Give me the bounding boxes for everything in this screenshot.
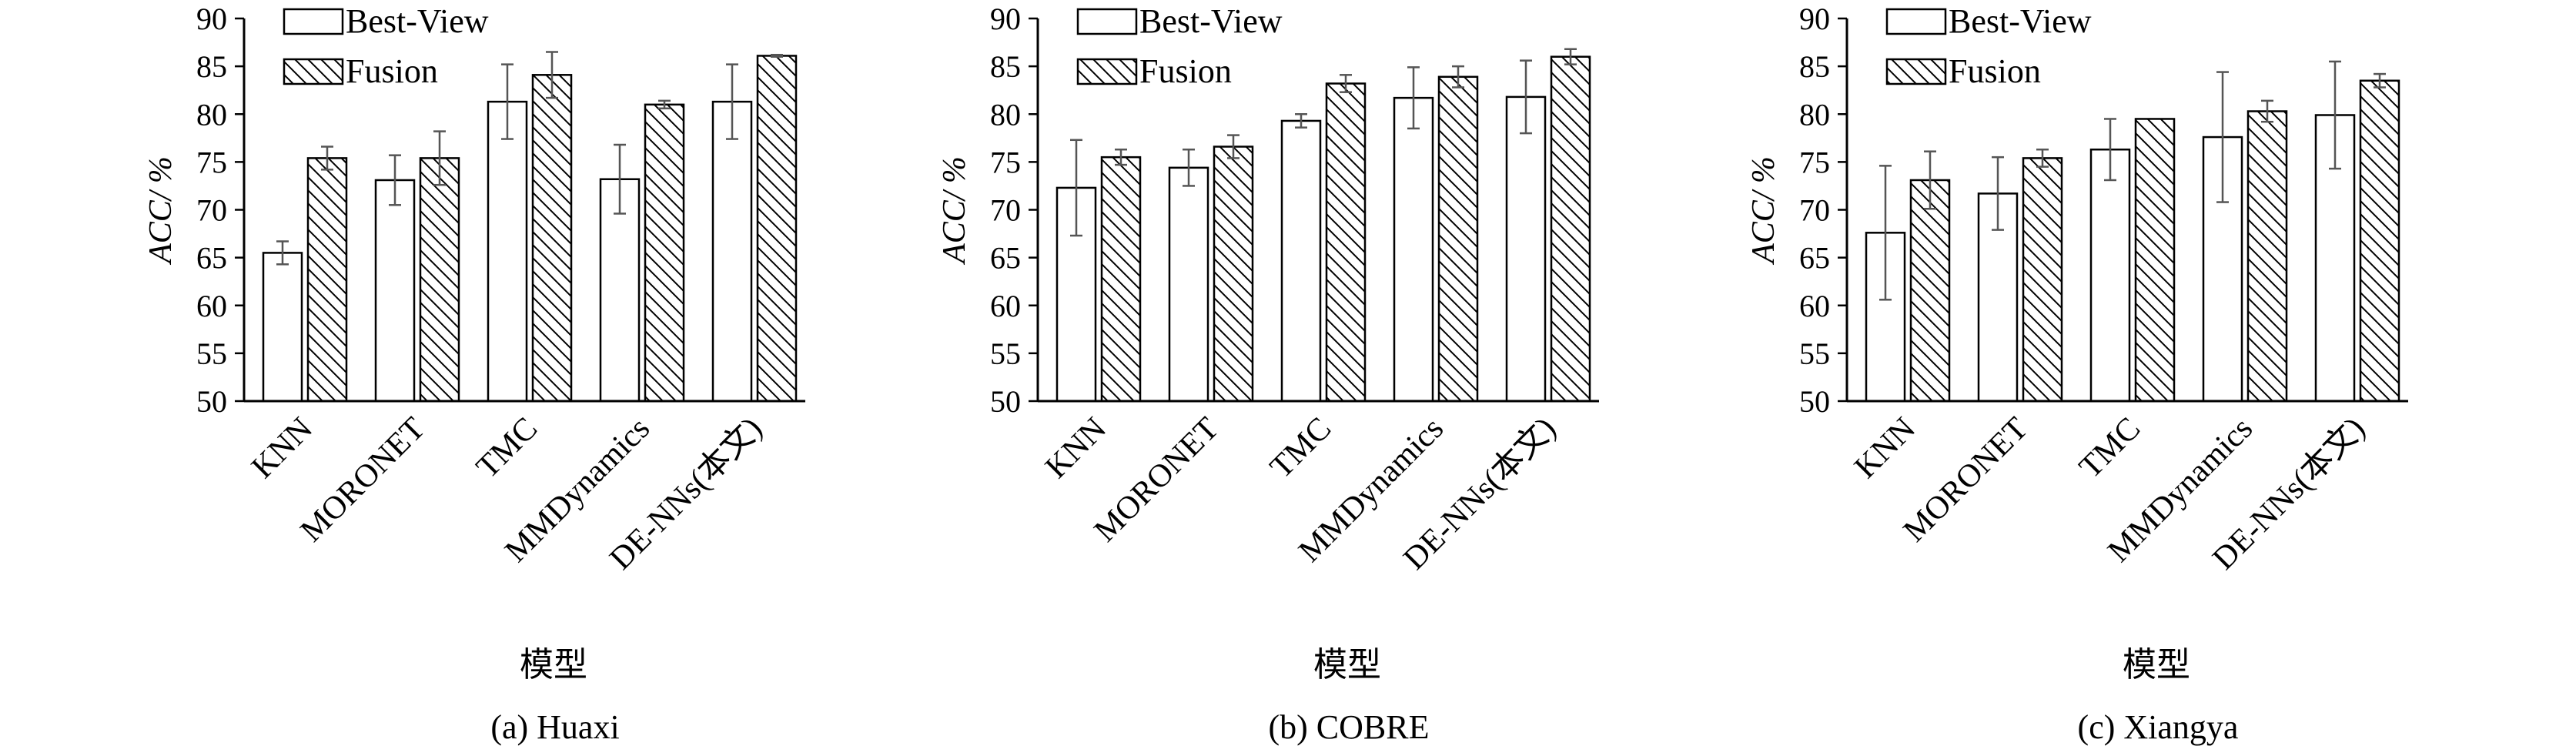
best-view-bar <box>599 178 641 403</box>
fusion-bar <box>2246 110 2288 403</box>
y-tick-label: 85 <box>196 49 227 84</box>
y-tick-label: 50 <box>990 384 1021 419</box>
y-tick-label: 60 <box>1799 289 1830 323</box>
best-view-bar <box>1393 96 1434 403</box>
y-axis-title: ACC/ % <box>143 156 179 266</box>
legend-label: Fusion <box>346 52 438 90</box>
legend-label: Best-View <box>1949 2 2092 40</box>
x-axis-title: 模型 <box>1313 646 1381 684</box>
y-tick-label: 60 <box>196 289 227 323</box>
legend-swatch <box>283 8 344 35</box>
y-tick-label: 80 <box>990 97 1021 132</box>
y-tick-label: 90 <box>196 2 227 36</box>
y-tick-label: 70 <box>196 193 227 228</box>
best-view-bar <box>1168 166 1209 403</box>
category-label: KNN <box>1039 411 1113 486</box>
category-label: KNN <box>245 411 319 486</box>
fusion-bar <box>2022 157 2063 403</box>
legend-label: Fusion <box>1139 52 1232 90</box>
category-label: TMC <box>470 411 544 486</box>
legend-swatch <box>1885 58 1947 85</box>
y-tick-label: 75 <box>990 145 1021 179</box>
y-tick-label: 90 <box>1799 2 1830 36</box>
fusion-bar <box>1213 146 1254 403</box>
best-view-bar <box>374 179 416 403</box>
fusion-bar <box>2359 79 2400 403</box>
fusion-bar <box>1437 75 1479 403</box>
best-view-bar <box>262 252 303 403</box>
fusion-bar <box>1100 156 1142 403</box>
fusion-bar <box>419 157 460 403</box>
fusion-bar <box>756 55 798 403</box>
y-tick-label: 85 <box>1799 49 1830 84</box>
y-tick-label: 75 <box>1799 145 1830 179</box>
category-label: TMC <box>1263 411 1338 486</box>
y-tick-label: 50 <box>196 384 227 419</box>
legend-label: Fusion <box>1949 52 2041 90</box>
y-tick-label: 65 <box>990 241 1021 276</box>
legend-swatch <box>1885 8 1947 35</box>
legend-swatch <box>283 58 344 85</box>
y-tick-label: 55 <box>1799 336 1830 371</box>
y-tick-label: 65 <box>196 241 227 276</box>
y-tick-label: 70 <box>1799 193 1830 228</box>
fusion-bar <box>306 157 348 403</box>
fusion-bar <box>2134 118 2176 403</box>
y-tick-label: 65 <box>1799 241 1830 276</box>
fusion-bar <box>1909 179 1951 403</box>
best-view-bar <box>711 100 753 403</box>
fusion-bar <box>531 74 573 403</box>
y-tick-label: 55 <box>990 336 1021 371</box>
category-label: TMC <box>2073 411 2147 486</box>
panel-caption: (b) COBRE <box>1269 708 1430 746</box>
legend-swatch <box>1076 58 1138 85</box>
y-tick-label: 75 <box>196 145 227 179</box>
category-label: KNN <box>1848 411 1922 486</box>
x-axis-title: 模型 <box>2123 646 2190 684</box>
legend-label: Best-View <box>1139 2 1283 40</box>
y-tick-label: 80 <box>196 97 227 132</box>
fusion-bar <box>644 103 685 403</box>
y-tick-label: 85 <box>990 49 1021 84</box>
best-view-bar <box>487 100 528 403</box>
best-view-bar <box>1505 95 1547 403</box>
y-tick-label: 90 <box>990 2 1021 36</box>
legend-label: Best-View <box>346 2 489 40</box>
fusion-bar <box>1325 82 1367 403</box>
panel-caption: (c) Xiangya <box>2078 708 2239 746</box>
best-view-bar <box>1280 119 1322 403</box>
y-tick-label: 60 <box>990 289 1021 323</box>
y-axis-title: ACC/ % <box>937 156 972 266</box>
x-axis-title: 模型 <box>520 646 587 684</box>
y-tick-label: 80 <box>1799 97 1830 132</box>
y-axis-title: ACC/ % <box>1746 156 1781 266</box>
panel-caption: (a) Huaxi <box>490 708 619 746</box>
legend-swatch <box>1076 8 1138 35</box>
y-tick-label: 50 <box>1799 384 1830 419</box>
best-view-bar <box>2089 148 2131 403</box>
fusion-bar <box>1550 55 1591 403</box>
y-tick-label: 70 <box>990 193 1021 228</box>
y-tick-label: 55 <box>196 336 227 371</box>
